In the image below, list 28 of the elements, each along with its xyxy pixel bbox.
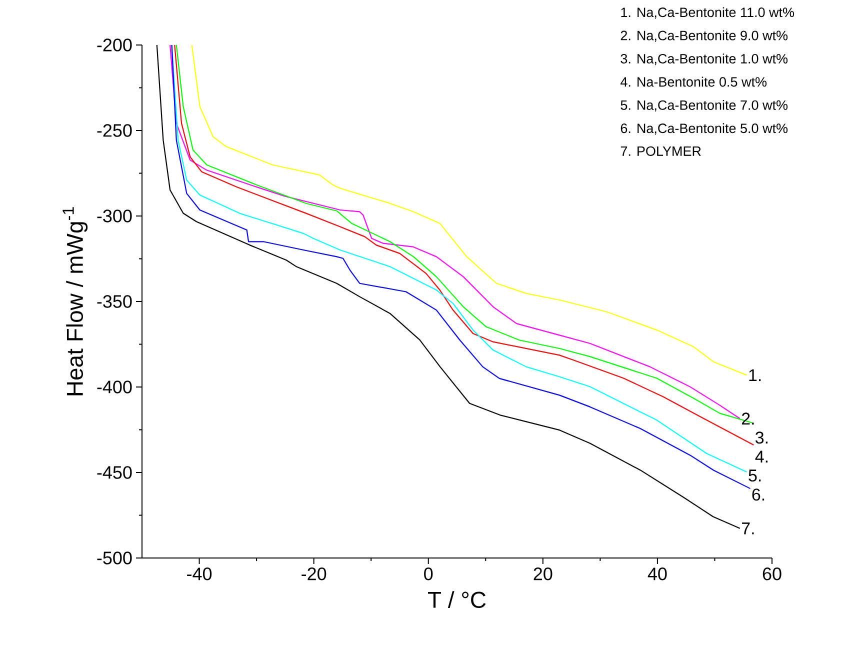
series-label: 1. [749,369,761,382]
y-tick-label: -250 [97,124,132,137]
annotation: 3. Na,Ca-Bentonite 1.0 wt% [620,54,788,66]
y-tick-label: -200 [97,38,132,52]
annotation: 6. Na,Ca-Bentonite 5.0 wt% [620,123,788,135]
y-tick-label: -300 [97,210,132,222]
series-label: 6. [752,488,764,501]
x-tick-label: -40 [187,568,212,580]
y-tick-label: -450 [97,466,132,479]
x-tick-label: -20 [302,568,326,580]
series-label: 4. [755,450,768,462]
series-label: 7. [742,522,754,534]
annotation: 7. POLYMER [620,146,701,156]
annotation: 5. Na,Ca-Bentonite 7.0 wt% [620,100,788,112]
x-tick-label: 60 [762,568,782,580]
x-tick-label: 40 [648,568,667,580]
x-tick-label: 0 [424,568,433,580]
x-tick-label: 20 [534,568,552,580]
series-label: 3. [756,432,768,444]
y-tick-label: -500 [97,552,132,564]
y-axis-title: Heat Flow / mWg$^{-1}$ [62,207,88,396]
text: 1. Na,Ca-Bentonite 11.0 wt% [621,7,794,19]
y-tick-label: -350 [97,295,132,308]
x-axis-title: T / °C [428,591,486,608]
annotation: 4. Na-Bentonite 0.5 wt% [620,76,767,87]
y-tick-label: -400 [97,380,132,394]
text: 2. Na,Ca-Bentonite 9.0 wt% [620,30,788,42]
series-label: 5. [748,470,761,482]
